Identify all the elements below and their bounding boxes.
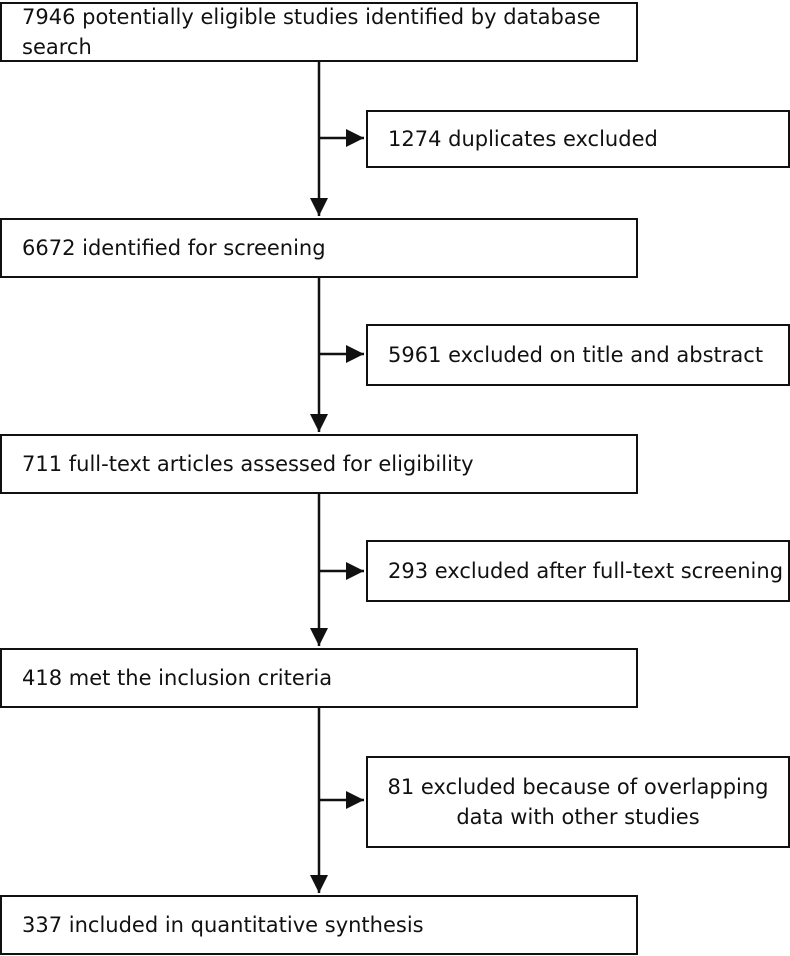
step-included: 337 included in quantitative synthesis	[0, 895, 638, 955]
step-screening-label: 6672 identified for screening	[22, 236, 326, 260]
exclusion-overlap-line2: data with other studies	[456, 805, 700, 829]
step-identified: 7946 potentially eligible studies identi…	[0, 2, 638, 62]
exclusion-title-abstract-label: 5961 excluded on title and abstract	[388, 343, 764, 367]
exclusion-full-text: 293 excluded after full-text screening	[366, 540, 790, 602]
exclusion-duplicates-label: 1274 duplicates excluded	[388, 127, 658, 151]
exclusion-overlap-line1: 81 excluded because of overlapping	[387, 775, 769, 799]
exclusion-title-abstract: 5961 excluded on title and abstract	[366, 324, 790, 386]
exclusion-overlap: 81 excluded because of overlapping data …	[366, 756, 790, 848]
step-full-text-label: 711 full-text articles assessed for elig…	[22, 452, 474, 476]
exclusion-full-text-label: 293 excluded after full-text screening	[388, 559, 784, 583]
step-full-text: 711 full-text articles assessed for elig…	[0, 434, 638, 494]
step-met-criteria-label: 418 met the inclusion criteria	[22, 666, 333, 690]
step-identified-label: 7946 potentially eligible studies identi…	[22, 5, 601, 59]
step-met-criteria: 418 met the inclusion criteria	[0, 648, 638, 708]
step-screening: 6672 identified for screening	[0, 218, 638, 278]
step-included-label: 337 included in quantitative synthesis	[22, 913, 424, 937]
exclusion-duplicates: 1274 duplicates excluded	[366, 110, 790, 168]
